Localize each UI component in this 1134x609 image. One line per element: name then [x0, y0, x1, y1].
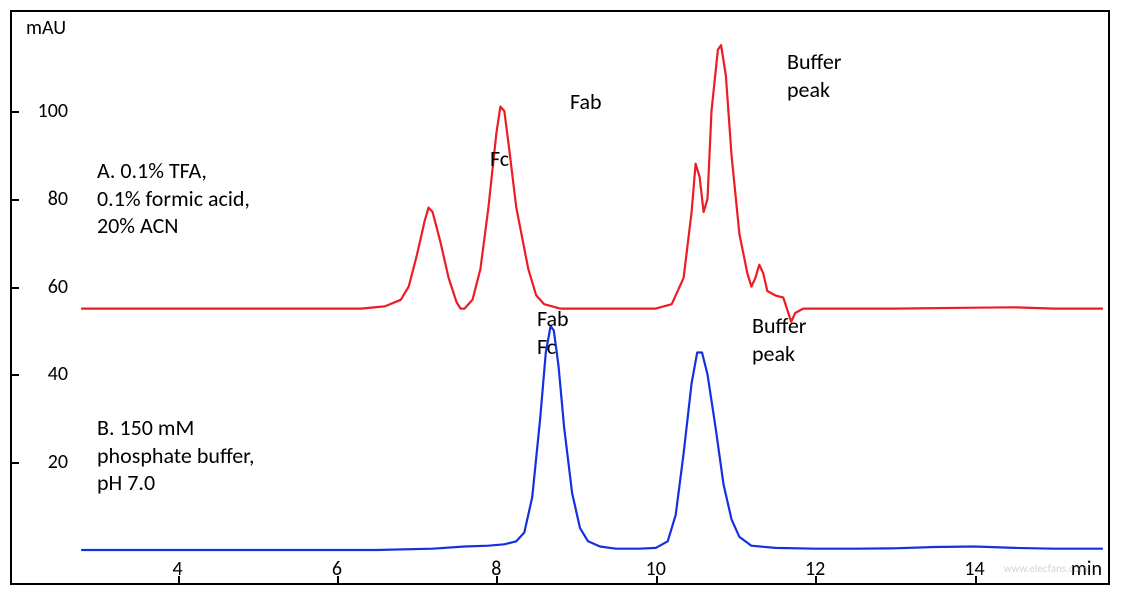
annotation-a-fab: Fab [570, 88, 602, 116]
annotation-cond-b: B. 150 mMphosphate buffer,pH 7.0 [97, 414, 254, 497]
annotation-b-buffer: Bufferpeak [752, 312, 806, 367]
annotation-cond-a: A. 0.1% TFA,0.1% formic acid,20% ACN [97, 157, 250, 240]
annotation-a-buffer: Bufferpeak [787, 48, 841, 103]
chromatogram-plot [12, 12, 1108, 583]
watermark-text: www.elecfans.com [1004, 562, 1088, 575]
annotation-b-fabfc: FabFc [537, 305, 569, 360]
chart-frame: mAU min 20406080100 468101214 A. 0.1% TF… [10, 10, 1110, 585]
annotation-a-fc: Fc [490, 145, 509, 173]
